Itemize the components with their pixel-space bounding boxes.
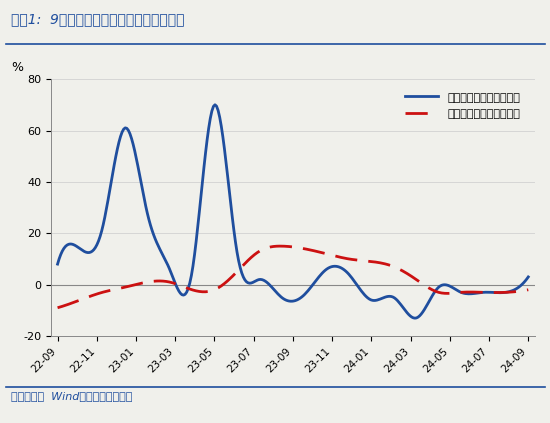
公共财政收入：累计同比: [482, 290, 489, 295]
公共财政收入：累计同比: [54, 305, 61, 310]
Line: 公共财政收入：当月同比: 公共财政收入：当月同比: [58, 105, 529, 318]
公共财政收入：累计同比: [334, 254, 341, 259]
公共财政收入：累计同比: [276, 244, 283, 249]
公共财政收入：累计同比: [336, 255, 343, 260]
公共财政收入：当月同比: [454, 288, 461, 293]
公共财政收入：累计同比: [453, 290, 459, 295]
公共财政收入：当月同比: [411, 316, 418, 321]
公共财政收入：当月同比: [344, 270, 350, 275]
Text: 资料来源：  Wind，国盛证券研究所: 资料来源： Wind，国盛证券研究所: [11, 391, 133, 401]
公共财政收入：当月同比: [54, 261, 61, 266]
公共财政收入：累计同比: [344, 256, 350, 261]
公共财政收入：当月同比: [334, 264, 341, 269]
Legend: 公共财政收入：当月同比, 公共财政收入：累计同比: 公共财政收入：当月同比, 公共财政收入：累计同比: [400, 88, 525, 124]
公共财政收入：累计同比: [525, 287, 532, 292]
Y-axis label: %: %: [11, 61, 23, 74]
公共财政收入：当月同比: [336, 264, 343, 269]
Text: 图表1:  9月一般公共财政收入同比降幅收窄: 图表1: 9月一般公共财政收入同比降幅收窄: [11, 13, 184, 27]
Line: 公共财政收入：累计同比: 公共财政收入：累计同比: [58, 246, 529, 308]
公共财政收入：当月同比: [56, 256, 63, 261]
公共财政收入：当月同比: [212, 102, 218, 107]
公共财政收入：当月同比: [525, 275, 532, 280]
公共财政收入：累计同比: [56, 305, 63, 310]
公共财政收入：当月同比: [484, 290, 491, 295]
